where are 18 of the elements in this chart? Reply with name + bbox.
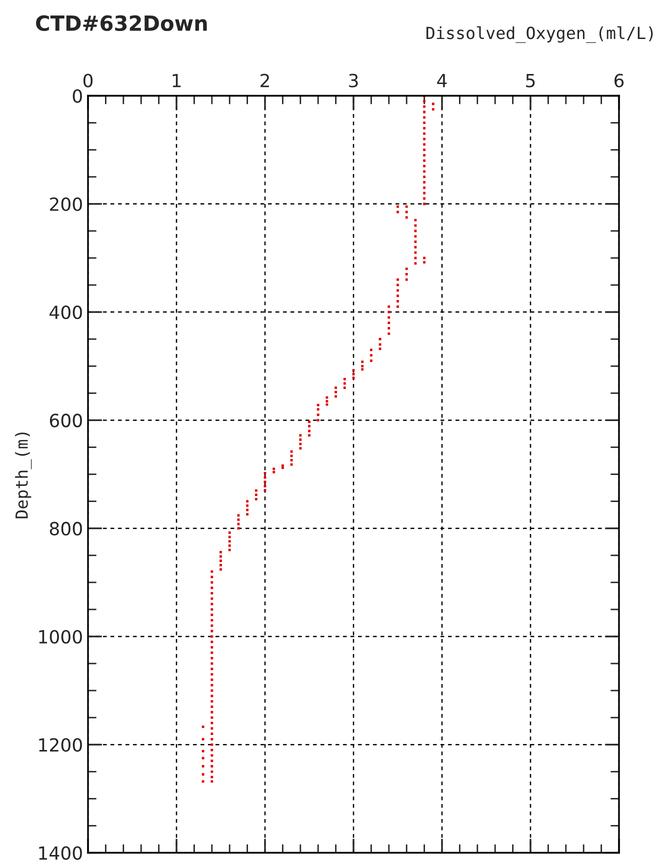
y-tick-label: 1200 — [39, 738, 82, 752]
x-tick-label: 1 — [172, 74, 181, 88]
x-tick-label: 6 — [614, 74, 624, 88]
x-tick-label: 3 — [349, 74, 358, 88]
y-tick-label: 1000 — [39, 630, 82, 644]
chart-title: CTD#632Down — [36, 15, 207, 32]
x-tick-label: 4 — [437, 74, 447, 88]
x-tick-label: 0 — [83, 74, 93, 88]
y-axis-title: Depth_(m) — [15, 432, 32, 518]
y-tick-label: 1400 — [39, 846, 82, 860]
y-tick-label: 400 — [50, 306, 82, 320]
x-tick-label: 2 — [260, 74, 269, 88]
y-tick-label: 800 — [50, 522, 82, 536]
y-tick-label: 600 — [50, 414, 82, 428]
y-tick-label: 0 — [72, 89, 82, 103]
x-axis-title: Dissolved_Oxygen_(ml/L) — [426, 26, 653, 43]
x-tick-label: 5 — [526, 74, 535, 88]
y-tick-label: 200 — [50, 197, 82, 212]
